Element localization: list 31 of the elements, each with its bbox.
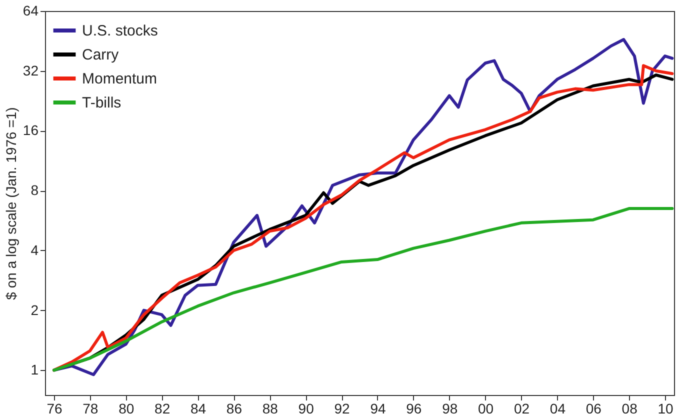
x-tick-label: 02 [514,400,530,416]
y-tick-label: 4 [30,242,39,258]
x-tick-label: 06 [586,400,602,416]
x-tick-label: 76 [46,400,62,416]
x-tick-label: 88 [262,400,278,416]
y-tick-label: 8 [30,182,39,198]
x-tick-label: 94 [370,400,386,416]
y-tick-label: 16 [22,122,39,138]
line-series [52,207,674,372]
x-tick-label: 00 [478,400,494,416]
x-tick-label: 92 [334,400,350,416]
x-tick-label: 10 [658,400,674,416]
x-tick-label: 90 [298,400,314,416]
legend-label: T-bills [82,94,122,112]
x-tick-label: 84 [190,400,206,416]
y-tick-label: 2 [30,302,39,318]
y-axis-title: $ on a log scale (Jan. 1976 =1) [2,107,19,300]
y-tick-label: 32 [22,62,39,78]
x-tick-label: 78 [82,400,98,416]
x-tick-label: 08 [622,400,638,416]
x-tick-label: 96 [406,400,422,416]
x-tick-label: 82 [154,400,170,416]
x-tick-label: 04 [550,400,566,416]
legend-label: U.S. stocks [82,22,158,40]
x-tick-label: 98 [442,400,458,416]
legend-label: Carry [82,46,120,64]
x-tick-label: 80 [118,400,134,416]
legend-label: Momentum [82,70,158,88]
x-tick-label: 86 [226,400,242,416]
y-tick-label: 64 [22,2,39,18]
y-tick-label: 1 [30,362,39,378]
